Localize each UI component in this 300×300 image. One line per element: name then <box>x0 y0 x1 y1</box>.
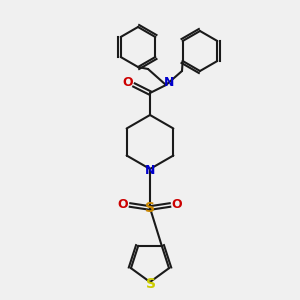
Text: O: O <box>123 76 133 88</box>
Text: S: S <box>145 201 155 215</box>
Text: N: N <box>145 164 155 178</box>
Text: O: O <box>118 199 128 212</box>
Text: S: S <box>146 277 156 291</box>
Text: N: N <box>164 76 174 89</box>
Text: O: O <box>172 199 182 212</box>
